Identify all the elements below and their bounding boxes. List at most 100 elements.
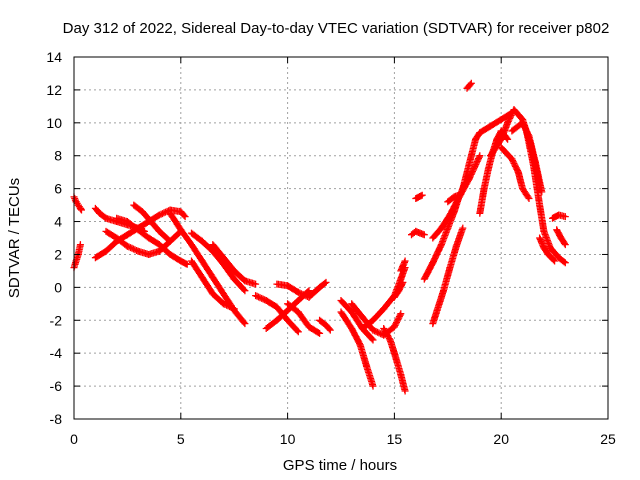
data-series-arc18	[337, 308, 377, 390]
data-point-cluster	[209, 290, 227, 308]
data-point-cluster	[536, 201, 548, 235]
data-series-arc13	[262, 287, 313, 332]
data-point-cluster	[177, 226, 195, 249]
data-point-cluster	[188, 257, 206, 281]
data-point-cluster	[209, 247, 227, 268]
data-point-cluster	[487, 135, 505, 160]
plot-frame	[73, 56, 609, 420]
data-series-arc7	[130, 201, 174, 245]
data-point-cluster	[220, 260, 238, 283]
x-tick-label: 20	[493, 431, 509, 447]
x-tick-label: 15	[387, 431, 403, 447]
y-tick-label: -8	[50, 411, 63, 427]
data-series-arc32	[476, 127, 512, 217]
data-series-arc31	[463, 79, 475, 92]
data-point-cluster	[440, 264, 454, 295]
data-series-arc21	[380, 325, 409, 395]
data-series-arc37	[536, 234, 559, 265]
data-point-cluster	[230, 267, 249, 285]
data-point-cluster	[356, 341, 371, 370]
data-series-arc25	[412, 191, 426, 202]
data-series-arc22	[390, 278, 407, 301]
data-point-cluster	[390, 310, 405, 331]
data-point-cluster	[273, 306, 292, 324]
data-point-cluster	[337, 297, 356, 316]
y-tick-label: 8	[54, 148, 62, 164]
y-tick-label: 14	[46, 49, 62, 65]
data-series-arc29	[444, 191, 462, 206]
data-point-cluster	[420, 259, 437, 283]
data-point-cluster	[390, 349, 405, 379]
data-point-cluster	[322, 321, 334, 334]
data-series-arc15	[284, 300, 324, 337]
data-point-cluster	[305, 323, 324, 337]
x-tick-label: 5	[177, 431, 185, 447]
data-point-cluster	[337, 308, 356, 332]
data-point-cluster	[463, 79, 475, 92]
y-tick-label: -4	[50, 345, 63, 361]
data-series-arc16	[316, 316, 334, 334]
data-point-cluster	[437, 211, 454, 232]
data-point-cluster	[465, 152, 484, 183]
data-series-arc14	[273, 278, 330, 301]
data-series-arc36	[523, 129, 569, 267]
data-point-cluster	[166, 209, 185, 234]
data-point-cluster	[198, 257, 217, 281]
data-point-cluster	[294, 308, 313, 331]
data-point-cluster	[557, 234, 569, 249]
data-series-arc30	[459, 109, 516, 193]
data-point-cluster	[416, 229, 428, 239]
data-series-arc28	[429, 152, 484, 242]
data-point-cluster	[220, 254, 238, 275]
data-point-cluster	[155, 227, 174, 245]
y-tick-label: -2	[50, 312, 63, 328]
y-tick-label: 0	[54, 279, 62, 295]
data-point-cluster	[188, 241, 206, 265]
data-point-cluster	[429, 241, 445, 267]
x-tick-label: 0	[70, 431, 78, 447]
y-tick-label: -6	[50, 378, 63, 394]
data-point-cluster	[198, 274, 217, 298]
data-point-cluster	[241, 277, 260, 288]
data-point-cluster	[363, 362, 377, 390]
data-series-arc6	[113, 214, 191, 268]
data-series-arc10	[188, 257, 238, 313]
data-point-cluster	[177, 208, 189, 221]
data-point-cluster	[177, 257, 191, 268]
data-point-cluster	[452, 224, 467, 250]
x-axis-title: GPS time / hours	[283, 457, 397, 474]
data-point-cluster	[348, 325, 364, 349]
data-point-cluster	[395, 278, 407, 295]
data-point-cluster	[74, 201, 84, 212]
data-point-cluster	[284, 316, 302, 336]
data-series-arc17	[337, 297, 377, 344]
grid	[74, 57, 608, 419]
data-series-arc11	[209, 241, 260, 288]
data-point-cluster	[412, 191, 426, 202]
y-tick-label: 10	[46, 115, 62, 131]
data-point-cluster	[369, 305, 388, 324]
data-point-cluster	[209, 274, 227, 298]
data-point-cluster	[555, 211, 569, 221]
data-point-cluster	[76, 204, 85, 214]
axis-ticks: -8 -6 -4 -2 0 2 4 6 8 10 12 14 0 5 10 15 20 25	[46, 49, 616, 447]
x-tick-label: 10	[280, 431, 296, 447]
data-point-cluster	[316, 278, 330, 291]
y-axis-title: SDTVAR / TECUs	[6, 178, 23, 298]
data-series-arc9	[188, 229, 249, 295]
y-tick-label: 2	[54, 246, 62, 262]
data-series-arc34	[497, 144, 533, 202]
x-tick-label: 25	[600, 431, 616, 447]
data-point-cluster	[519, 185, 533, 202]
data-series-arc39	[553, 226, 569, 249]
data-point-cluster	[72, 198, 82, 209]
data-point-cluster	[220, 300, 238, 313]
data-point-cluster	[555, 254, 569, 267]
data-point-cluster	[497, 144, 516, 163]
data-point-cluster	[446, 195, 462, 219]
data-point-cluster	[230, 306, 249, 328]
data-point-cluster	[397, 257, 409, 275]
data-point-cluster	[476, 185, 488, 217]
chart-title: Day 312 of 2022, Sidereal Day-to-day VTE…	[63, 20, 610, 37]
